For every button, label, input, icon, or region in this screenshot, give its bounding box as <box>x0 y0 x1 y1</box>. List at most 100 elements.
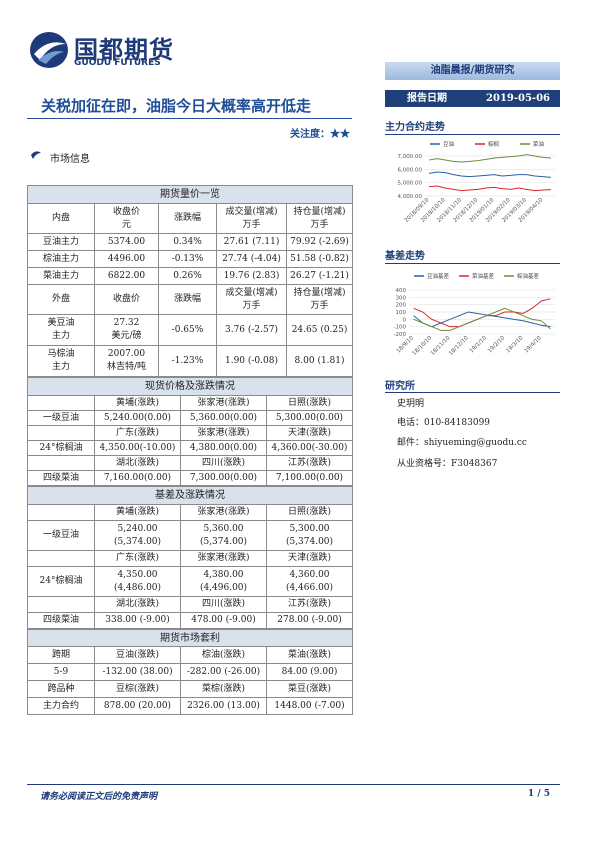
table-cell: 5,240.00(0.00) <box>94 410 181 426</box>
footer-rule <box>27 784 560 785</box>
column-header: 四川(涨跌) <box>180 455 267 471</box>
row-label: 四级菜油 <box>27 612 95 629</box>
table-cell: 0.26% <box>158 267 217 285</box>
logo-icon <box>30 32 68 68</box>
column-header: 张家港(涨跌) <box>180 425 267 441</box>
table-cell: 7,160.00(0.00) <box>94 470 181 486</box>
column-header: 黄埔(涨跌) <box>94 504 181 521</box>
cell-text: 万手 <box>310 219 329 230</box>
table-row: 期货市场套利 <box>27 629 353 647</box>
data-table: 期货量价一览 内盘 收盘价元涨跌幅 成交量(增减) 万手 持仓量(增减) 万手 豆油主力 537… <box>26 185 354 377</box>
cell-text: 万手 <box>310 300 329 311</box>
table-cell: 4,360.00(-30.00) <box>266 440 353 456</box>
table-cell: 豆棕(涨跌) <box>94 680 181 698</box>
column-header: 成交量(增减) 万手 <box>216 284 287 315</box>
y-tick-label: 4,000.00 <box>398 194 423 200</box>
cell-text: (5,374.00) <box>113 536 162 547</box>
cell-text: 5,240.00 <box>117 523 158 534</box>
table-cell: 跨品种 <box>27 680 95 698</box>
series-tag: 油脂晨报/期货研究 <box>385 62 560 80</box>
cell-text: (4,466.00) <box>285 582 334 593</box>
analyst: 史玥明 <box>397 399 425 409</box>
x-tick-label: 19/1/10 <box>469 335 489 355</box>
table-row: 24°棕榈油 4,350.00(-10.00) 4,380.00(0.00) 4,36… <box>27 440 353 456</box>
cell-text: 持仓量(增减) <box>293 287 346 298</box>
table-cell: 5,360.00(0.00) <box>180 410 267 426</box>
table-cell: 5,240.00 (5,374.00) <box>94 520 181 551</box>
table-cell: 278.00 (-9.00) <box>266 612 353 629</box>
sidebar-heading: 研究所 <box>385 377 560 393</box>
table-cell: 26.27 (-1.21) <box>285 267 354 285</box>
cell-text: 美豆油 <box>47 318 75 328</box>
attention: 关注度：★★ <box>250 125 350 140</box>
table-cell: 878.00 (20.00) <box>94 697 181 715</box>
cell-text: 4,350.00 <box>117 569 158 580</box>
table-row: 一级豆油 5,240.00(0.00) 5,360.00(0.00) 5,300.00… <box>27 410 353 426</box>
disclaimer: 请务必阅读正文后的免责声明 <box>40 792 158 802</box>
cell-text: 成交量(增减) <box>225 206 278 217</box>
column-header: 涨跌幅 <box>158 203 217 234</box>
cell-text: 27.32 <box>113 318 140 328</box>
table-cell: -0.65% <box>158 314 217 346</box>
table-cell: 菜棕(涨跌) <box>180 680 267 698</box>
table-row: 豆油主力 5374.00 0.34% 27.61 (7.11) 79.92 (-2.69… <box>27 233 354 251</box>
column-header: 广东(涨跌) <box>94 550 181 567</box>
cell-text: 主力 <box>51 362 70 372</box>
column-header: 湖北(涨跌) <box>94 596 181 613</box>
table-cell: 7,300.00(0.00) <box>180 470 267 486</box>
row-label: 24°棕榈油 <box>27 566 95 597</box>
x-tick-label: 18/12/10 <box>448 335 470 357</box>
table-cell <box>27 425 95 441</box>
table-cell: 1.90 (-0.08) <box>216 345 287 377</box>
table-cell: 4,350.00 (4,486.00) <box>94 566 181 597</box>
cell-text: 美元/磅 <box>111 331 142 341</box>
table-cell: 5374.00 <box>94 233 159 251</box>
row-label: 四级菜油 <box>27 470 95 486</box>
column-header: 天津(涨跌) <box>266 550 353 567</box>
cell-text: (4,486.00) <box>113 582 162 593</box>
column-header: 持仓量(增减) 万手 <box>285 284 354 315</box>
y-tick-label: 0 <box>403 317 407 323</box>
column-header: 持仓量(增减) 万手 <box>285 203 354 234</box>
table-cell <box>27 455 95 471</box>
table-row: 菜油主力 6822.00 0.26% 19.76 (2.83) 26.27 (-1.21… <box>27 267 354 285</box>
column-header: 天津(涨跌) <box>266 425 353 441</box>
column-header: 外盘 <box>27 284 95 315</box>
email: 邮件：shiyueming@guodu.cc <box>397 438 527 448</box>
y-tick-label: 400 <box>396 288 407 294</box>
y-tick-label: 300 <box>396 295 407 301</box>
table-cell: 4,380.00(0.00) <box>180 440 267 456</box>
table-row: 四级菜油 338.00 (-9.00) 478.00 (-9.00) 278.00 (… <box>27 612 353 629</box>
table-cell: 5,360.00 (5,374.00) <box>180 520 267 551</box>
row-label: 24°棕榈油 <box>27 440 95 456</box>
y-tick-label: 6,000.00 <box>398 167 423 173</box>
table-cell: 2007.00 林吉特/吨 <box>94 345 159 377</box>
chart: 4,000.005,000.006,000.007,000.002018/09/… <box>398 140 555 224</box>
legend-label: 棕榈 <box>488 140 500 148</box>
table-row: 湖北(涨跌) 四川(涨跌) 江苏(涨跌) <box>27 455 353 471</box>
column-header: 日照(涨跌) <box>266 395 353 411</box>
line-series <box>428 171 551 178</box>
report-title: 关税加征在即，油脂今日大概率高开低走 <box>27 95 352 119</box>
table-row: 跨品种 豆棕(涨跌) 菜棕(涨跌) 菜豆(涨跌) <box>27 680 353 698</box>
table-title: 现货价格及涨跌情况 <box>27 377 353 396</box>
phone: 电话：010-84183099 <box>397 418 491 428</box>
date-label: 报告日期 <box>407 93 447 104</box>
table-cell: 6822.00 <box>94 267 159 285</box>
table-cell: 菜油主力 <box>27 267 95 285</box>
table-row: 基差及涨跌情况 <box>27 486 353 505</box>
x-tick-label: 19/2/10 <box>487 335 507 355</box>
table-row: 主力合约 878.00 (20.00) 2326.00 (13.00) 1448.00… <box>27 697 353 715</box>
table-cell: 3.76 (-2.57) <box>216 314 287 346</box>
cell-text: 马棕油 <box>47 349 75 359</box>
y-tick-label: -200 <box>394 332 407 338</box>
table-row: 美豆油 主力 27.32 美元/磅 -0.65% 3.76 (-2.57) 24.65 (0… <box>27 314 354 346</box>
column-header: 张家港(涨跌) <box>180 550 267 567</box>
table-cell: 马棕油 主力 <box>27 345 95 377</box>
column-header: 内盘 <box>27 203 95 234</box>
legend-label: 菜油基差 <box>472 272 495 280</box>
table-cell: 5-9 <box>27 663 95 681</box>
table-cell <box>27 596 95 613</box>
cell-text: 持仓量(增减) <box>293 206 346 217</box>
table-cell: -0.13% <box>158 250 217 268</box>
